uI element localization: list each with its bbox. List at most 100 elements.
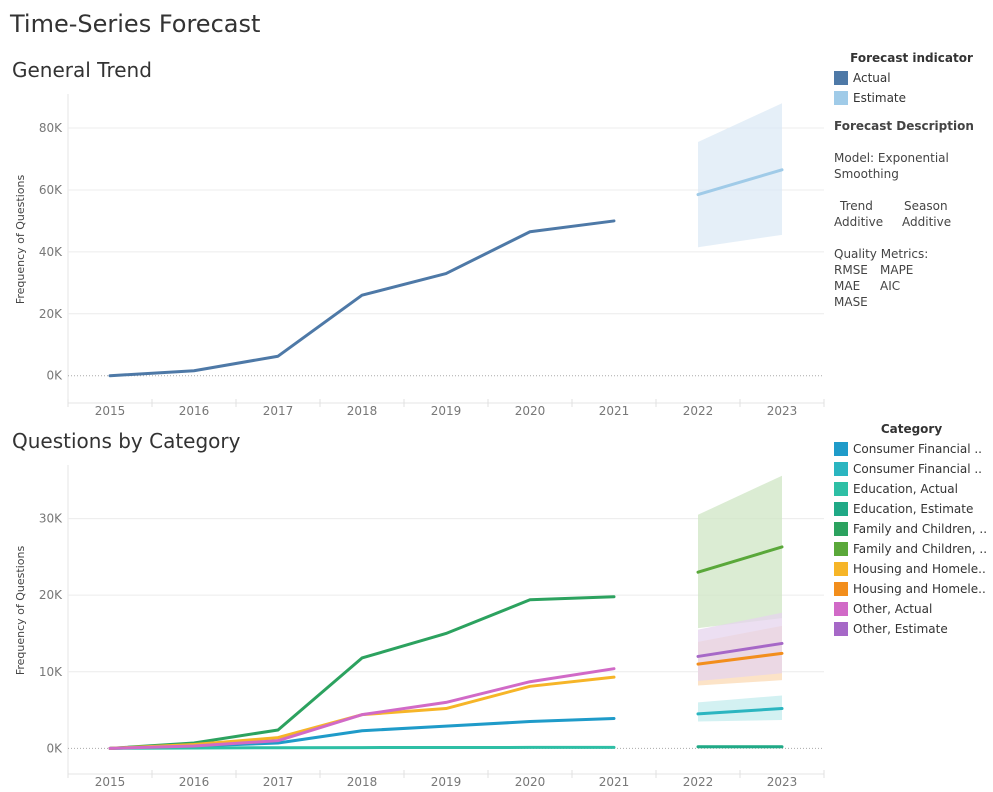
x-tick-label: 2015 bbox=[95, 404, 126, 418]
legend-swatch bbox=[834, 622, 848, 636]
legend-label: Other, Actual bbox=[853, 602, 933, 616]
legend-swatch bbox=[834, 582, 848, 596]
x-tick-label: 2016 bbox=[179, 404, 210, 418]
legend-item[interactable]: Consumer Financial .. bbox=[834, 459, 989, 479]
series-line bbox=[108, 667, 616, 750]
trend-value: Additive bbox=[834, 215, 884, 229]
chart-title-questions-by-category: Questions by Category bbox=[12, 429, 241, 453]
y-tick-label: 80K bbox=[39, 121, 63, 135]
y-tick-label: 20K bbox=[39, 588, 63, 602]
series-line bbox=[108, 745, 616, 750]
metric-mape: MAPE bbox=[880, 263, 914, 277]
y-tick-label: 10K bbox=[39, 665, 63, 679]
legend-item[interactable]: Housing and Homele.. bbox=[834, 579, 989, 599]
metric-rmse: RMSE bbox=[834, 263, 868, 277]
legend-label: Housing and Homele.. bbox=[853, 582, 986, 596]
x-tick-label: 2023 bbox=[767, 404, 798, 418]
forecast-band bbox=[698, 695, 782, 722]
metric-mase: MASE bbox=[834, 295, 868, 309]
x-tick-label: 2023 bbox=[767, 775, 798, 789]
forecast-description: Forecast Description Model: Exponential … bbox=[834, 118, 989, 310]
trend-header: Trend bbox=[840, 199, 873, 213]
legend-label: Consumer Financial .. bbox=[853, 442, 982, 456]
legend-swatch bbox=[834, 502, 848, 516]
series-line bbox=[108, 595, 616, 750]
x-tick-label: 2019 bbox=[431, 404, 462, 418]
y-axis-label: Frequency of Questions bbox=[14, 175, 27, 305]
legend-label: Other, Estimate bbox=[853, 622, 948, 636]
legend-item[interactable]: Family and Children, .. bbox=[834, 519, 989, 539]
legend-swatch bbox=[834, 482, 848, 496]
x-tick-label: 2018 bbox=[347, 775, 378, 789]
series-line bbox=[108, 675, 616, 750]
series-line bbox=[696, 168, 784, 197]
season-header: Season bbox=[904, 199, 948, 213]
x-tick-label: 2017 bbox=[263, 775, 294, 789]
category-legend: Category Consumer Financial .. Consumer F… bbox=[834, 422, 989, 639]
series-line bbox=[696, 651, 784, 666]
legend-swatch bbox=[834, 91, 848, 105]
quality-metrics-title: Quality Metrics: bbox=[834, 247, 929, 261]
trend-season-table: Trend Season Additive Additive bbox=[834, 198, 989, 230]
model-label: Model: Exponential Smoothing bbox=[834, 151, 949, 181]
y-axis-label: Frequency of Questions bbox=[14, 546, 27, 676]
legend-item[interactable]: Estimate bbox=[834, 88, 989, 108]
quality-metrics: RMSE MAPE MAE AIC MASE bbox=[834, 262, 989, 310]
x-tick-label: 2020 bbox=[515, 775, 546, 789]
x-tick-label: 2015 bbox=[95, 775, 126, 789]
forecast-description-title: Forecast Description bbox=[834, 119, 974, 133]
legend-item[interactable]: Housing and Homele.. bbox=[834, 559, 989, 579]
series-line bbox=[696, 641, 784, 658]
x-tick-label: 2019 bbox=[431, 775, 462, 789]
forecast-indicator-legend: Forecast indicator Actual Estimate bbox=[834, 51, 989, 108]
legend-item[interactable]: Family and Children, .. bbox=[834, 539, 989, 559]
legend-swatch bbox=[834, 602, 848, 616]
legend-title: Forecast indicator bbox=[850, 51, 973, 65]
legend-swatch bbox=[834, 542, 848, 556]
forecast-band bbox=[698, 103, 782, 248]
chart-title-general-trend: General Trend bbox=[12, 58, 152, 82]
legend-item[interactable]: Other, Estimate bbox=[834, 619, 989, 639]
x-tick-label: 2022 bbox=[683, 775, 714, 789]
season-value: Additive bbox=[902, 215, 952, 229]
general-trend-chart: 0K 20K 40K 60K 80K 2015 2016 2017 2018 2019 2020 20… bbox=[14, 94, 825, 418]
legend-label: Education, Estimate bbox=[853, 502, 974, 516]
series-line bbox=[108, 219, 616, 378]
x-tick-label: 2021 bbox=[599, 775, 630, 789]
y-tick-label: 60K bbox=[39, 183, 63, 197]
legend-label: Family and Children, .. bbox=[853, 542, 988, 556]
y-tick-label: 20K bbox=[39, 307, 63, 321]
y-tick-label: 40K bbox=[39, 245, 63, 259]
legend-item[interactable]: Actual bbox=[834, 68, 989, 88]
forecast-band bbox=[698, 612, 782, 681]
x-tick-label: 2018 bbox=[347, 404, 378, 418]
metric-aic: AIC bbox=[880, 279, 901, 293]
legend-label: Actual bbox=[853, 71, 891, 85]
x-tick-label: 2017 bbox=[263, 404, 294, 418]
legend-swatch bbox=[834, 71, 848, 85]
dashboard-title: Time-Series Forecast bbox=[10, 10, 261, 38]
metric-mae: MAE bbox=[834, 279, 861, 293]
series-line bbox=[696, 545, 784, 574]
legend-item[interactable]: Education, Estimate bbox=[834, 499, 989, 519]
x-tick-label: 2016 bbox=[179, 775, 210, 789]
x-tick-label: 2022 bbox=[683, 404, 714, 418]
y-tick-label: 0K bbox=[46, 741, 63, 755]
legend-title: Category bbox=[880, 422, 943, 436]
x-tick-label: 2021 bbox=[599, 404, 630, 418]
legend-label: Family and Children, .. bbox=[853, 522, 988, 536]
legend-label: Estimate bbox=[853, 91, 907, 105]
legend-item[interactable]: Education, Actual bbox=[834, 479, 989, 499]
legend-item[interactable]: Other, Actual bbox=[834, 599, 989, 619]
legend-swatch bbox=[834, 562, 848, 576]
legend-label: Housing and Homele.. bbox=[853, 562, 986, 576]
legend-swatch bbox=[834, 462, 848, 476]
legend-swatch bbox=[834, 442, 848, 456]
forecast-band bbox=[698, 475, 782, 629]
legend-item[interactable]: Consumer Financial .. bbox=[834, 439, 989, 459]
legend-label: Education, Actual bbox=[853, 482, 958, 496]
legend-swatch bbox=[834, 522, 848, 536]
series-line bbox=[696, 707, 784, 716]
category-chart: 0K 10K 20K 30K 2015 2016 2017 2018 2019 2020 2021 2… bbox=[14, 465, 825, 789]
y-tick-label: 30K bbox=[39, 512, 63, 526]
